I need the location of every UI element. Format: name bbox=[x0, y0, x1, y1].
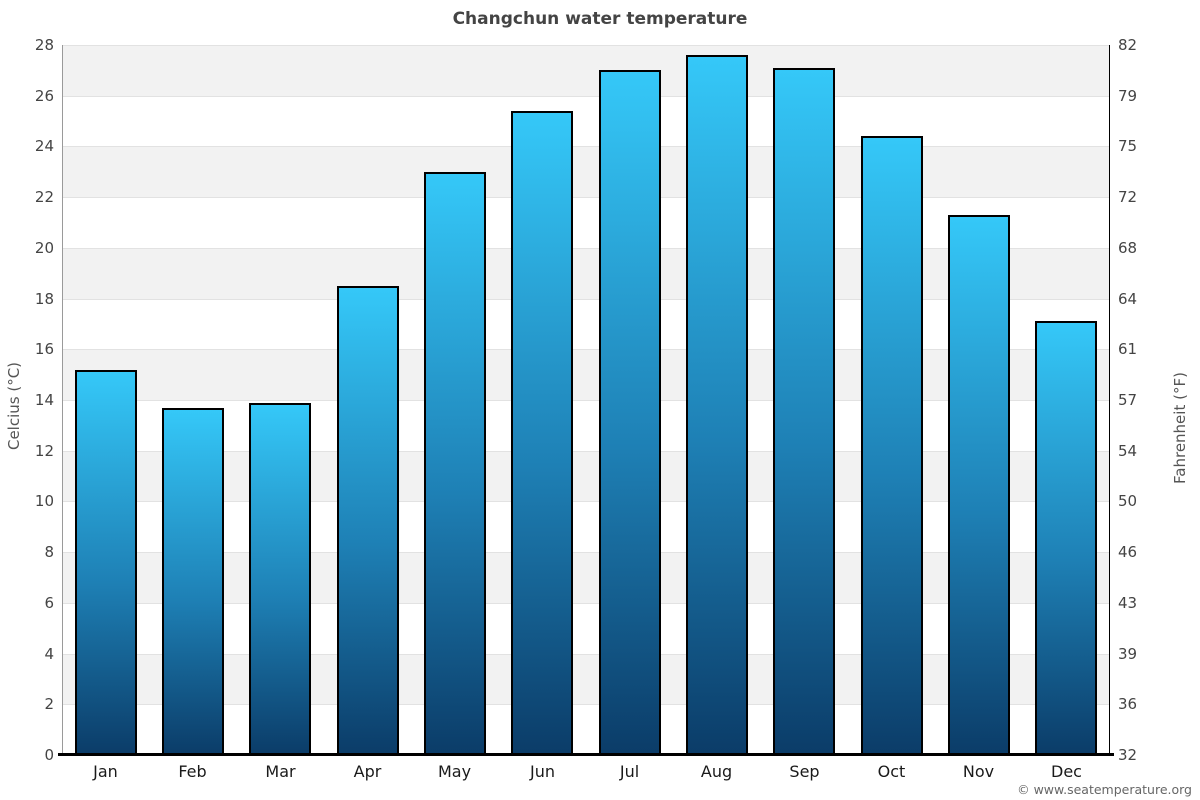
bar-jul bbox=[599, 70, 661, 755]
ytick-celsius-4: 4 bbox=[44, 645, 54, 663]
y-axis-title-celsius: Celcius (°C) bbox=[5, 361, 23, 451]
ytick-fahrenheit-79: 79 bbox=[1118, 87, 1138, 105]
xtick-month-aug: Aug bbox=[700, 762, 733, 781]
bar-dec bbox=[1035, 321, 1097, 755]
gridline bbox=[62, 654, 1110, 655]
ytick-celsius-16: 16 bbox=[34, 340, 54, 358]
ytick-fahrenheit-32: 32 bbox=[1118, 746, 1138, 764]
ytick-celsius-24: 24 bbox=[34, 137, 54, 155]
xtick-month-feb: Feb bbox=[178, 762, 207, 781]
xtick-month-mar: Mar bbox=[265, 762, 296, 781]
bar-jan bbox=[75, 370, 137, 755]
plot-band bbox=[62, 349, 1110, 400]
ytick-celsius-18: 18 bbox=[34, 290, 54, 308]
ytick-celsius-20: 20 bbox=[34, 239, 54, 257]
plot-band bbox=[62, 552, 1110, 603]
ytick-fahrenheit-54: 54 bbox=[1118, 442, 1138, 460]
ytick-celsius-26: 26 bbox=[34, 87, 54, 105]
ytick-fahrenheit-46: 46 bbox=[1118, 543, 1138, 561]
xtick-month-oct: Oct bbox=[877, 762, 906, 781]
bar-feb bbox=[162, 408, 224, 755]
plot-area bbox=[62, 45, 1110, 755]
y-axis-title-fahrenheit: Fahrenheit (°F) bbox=[1171, 372, 1189, 484]
xtick-month-apr: Apr bbox=[353, 762, 382, 781]
bar-oct bbox=[861, 136, 923, 755]
gridline bbox=[62, 146, 1110, 147]
ytick-fahrenheit-36: 36 bbox=[1118, 695, 1138, 713]
ytick-fahrenheit-57: 57 bbox=[1118, 391, 1138, 409]
bar-mar bbox=[249, 403, 311, 755]
plot-band bbox=[62, 146, 1110, 198]
ytick-fahrenheit-68: 68 bbox=[1118, 239, 1138, 257]
ytick-fahrenheit-64: 64 bbox=[1118, 290, 1138, 308]
ytick-fahrenheit-50: 50 bbox=[1118, 492, 1138, 510]
ytick-celsius-2: 2 bbox=[44, 695, 54, 713]
ytick-celsius-0: 0 bbox=[44, 746, 54, 764]
bar-aug bbox=[686, 55, 748, 755]
bar-nov bbox=[948, 215, 1010, 755]
ytick-fahrenheit-82: 82 bbox=[1118, 36, 1138, 54]
gridline bbox=[62, 501, 1110, 502]
ytick-fahrenheit-43: 43 bbox=[1118, 594, 1138, 612]
gridline bbox=[62, 552, 1110, 553]
plot-band bbox=[62, 45, 1110, 96]
ytick-celsius-12: 12 bbox=[34, 442, 54, 460]
bar-apr bbox=[337, 286, 399, 755]
xtick-month-may: May bbox=[437, 762, 472, 781]
bar-sep bbox=[773, 68, 835, 755]
bar-may bbox=[424, 172, 486, 755]
ytick-fahrenheit-39: 39 bbox=[1118, 645, 1138, 663]
ytick-celsius-22: 22 bbox=[34, 188, 54, 206]
xtick-month-jul: Jul bbox=[619, 762, 640, 781]
chart-title: Changchun water temperature bbox=[452, 9, 748, 29]
gridline bbox=[62, 248, 1110, 249]
ytick-fahrenheit-72: 72 bbox=[1118, 188, 1138, 206]
xtick-month-jun: Jun bbox=[530, 762, 555, 781]
gridline bbox=[62, 299, 1110, 300]
gridline bbox=[62, 45, 1110, 46]
gridline bbox=[62, 451, 1110, 452]
plot-band bbox=[62, 450, 1110, 502]
ytick-fahrenheit-61: 61 bbox=[1118, 340, 1138, 358]
ytick-celsius-10: 10 bbox=[34, 492, 54, 510]
gridline bbox=[62, 96, 1110, 97]
gridline bbox=[62, 349, 1110, 350]
xtick-month-nov: Nov bbox=[962, 762, 995, 781]
ytick-celsius-28: 28 bbox=[34, 36, 54, 54]
x-axis-line bbox=[58, 753, 1114, 756]
bar-jun bbox=[511, 111, 573, 755]
ytick-celsius-14: 14 bbox=[34, 391, 54, 409]
copyright-watermark: © www.seatemperature.org bbox=[1017, 782, 1192, 797]
gridline bbox=[62, 400, 1110, 401]
xtick-month-dec: Dec bbox=[1051, 762, 1082, 781]
gridline bbox=[62, 603, 1110, 604]
xtick-month-sep: Sep bbox=[789, 762, 820, 781]
ytick-fahrenheit-75: 75 bbox=[1118, 137, 1138, 155]
ytick-celsius-6: 6 bbox=[44, 594, 54, 612]
y-axis-line-celsius bbox=[62, 45, 63, 755]
y-axis-line-fahrenheit bbox=[1109, 45, 1110, 755]
ytick-celsius-8: 8 bbox=[44, 543, 54, 561]
plot-band bbox=[62, 653, 1110, 705]
gridline bbox=[62, 197, 1110, 198]
gridline bbox=[62, 704, 1110, 705]
xtick-month-jan: Jan bbox=[93, 762, 118, 781]
plot-band bbox=[62, 247, 1110, 299]
